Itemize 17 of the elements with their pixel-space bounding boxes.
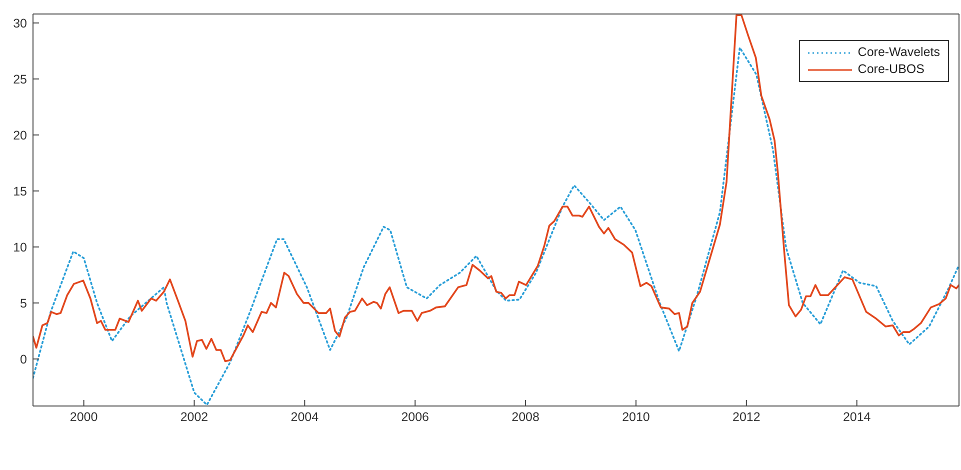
- x-tick-label: 2014: [842, 410, 871, 424]
- y-tick-label: 20: [13, 128, 28, 142]
- y-tick-label: 30: [13, 16, 28, 30]
- legend-label: Core-Wavelets: [858, 44, 940, 61]
- x-tick-label: 2006: [401, 410, 430, 424]
- x-tick-label: 2004: [290, 410, 319, 424]
- x-tick-label: 2008: [512, 410, 540, 424]
- y-tick-label: 0: [20, 352, 28, 366]
- legend-label: Core-UBOS: [858, 61, 924, 78]
- y-tick-label: 5: [20, 296, 28, 310]
- y-tick-label: 15: [13, 184, 28, 198]
- x-tick-label: 2010: [622, 410, 650, 424]
- x-tick-label: 2000: [70, 410, 98, 424]
- x-tick-label: 2012: [732, 410, 760, 424]
- y-tick-label: 10: [13, 240, 28, 254]
- y-tick-label: 25: [13, 72, 28, 86]
- x-tick-label: 2002: [180, 410, 208, 424]
